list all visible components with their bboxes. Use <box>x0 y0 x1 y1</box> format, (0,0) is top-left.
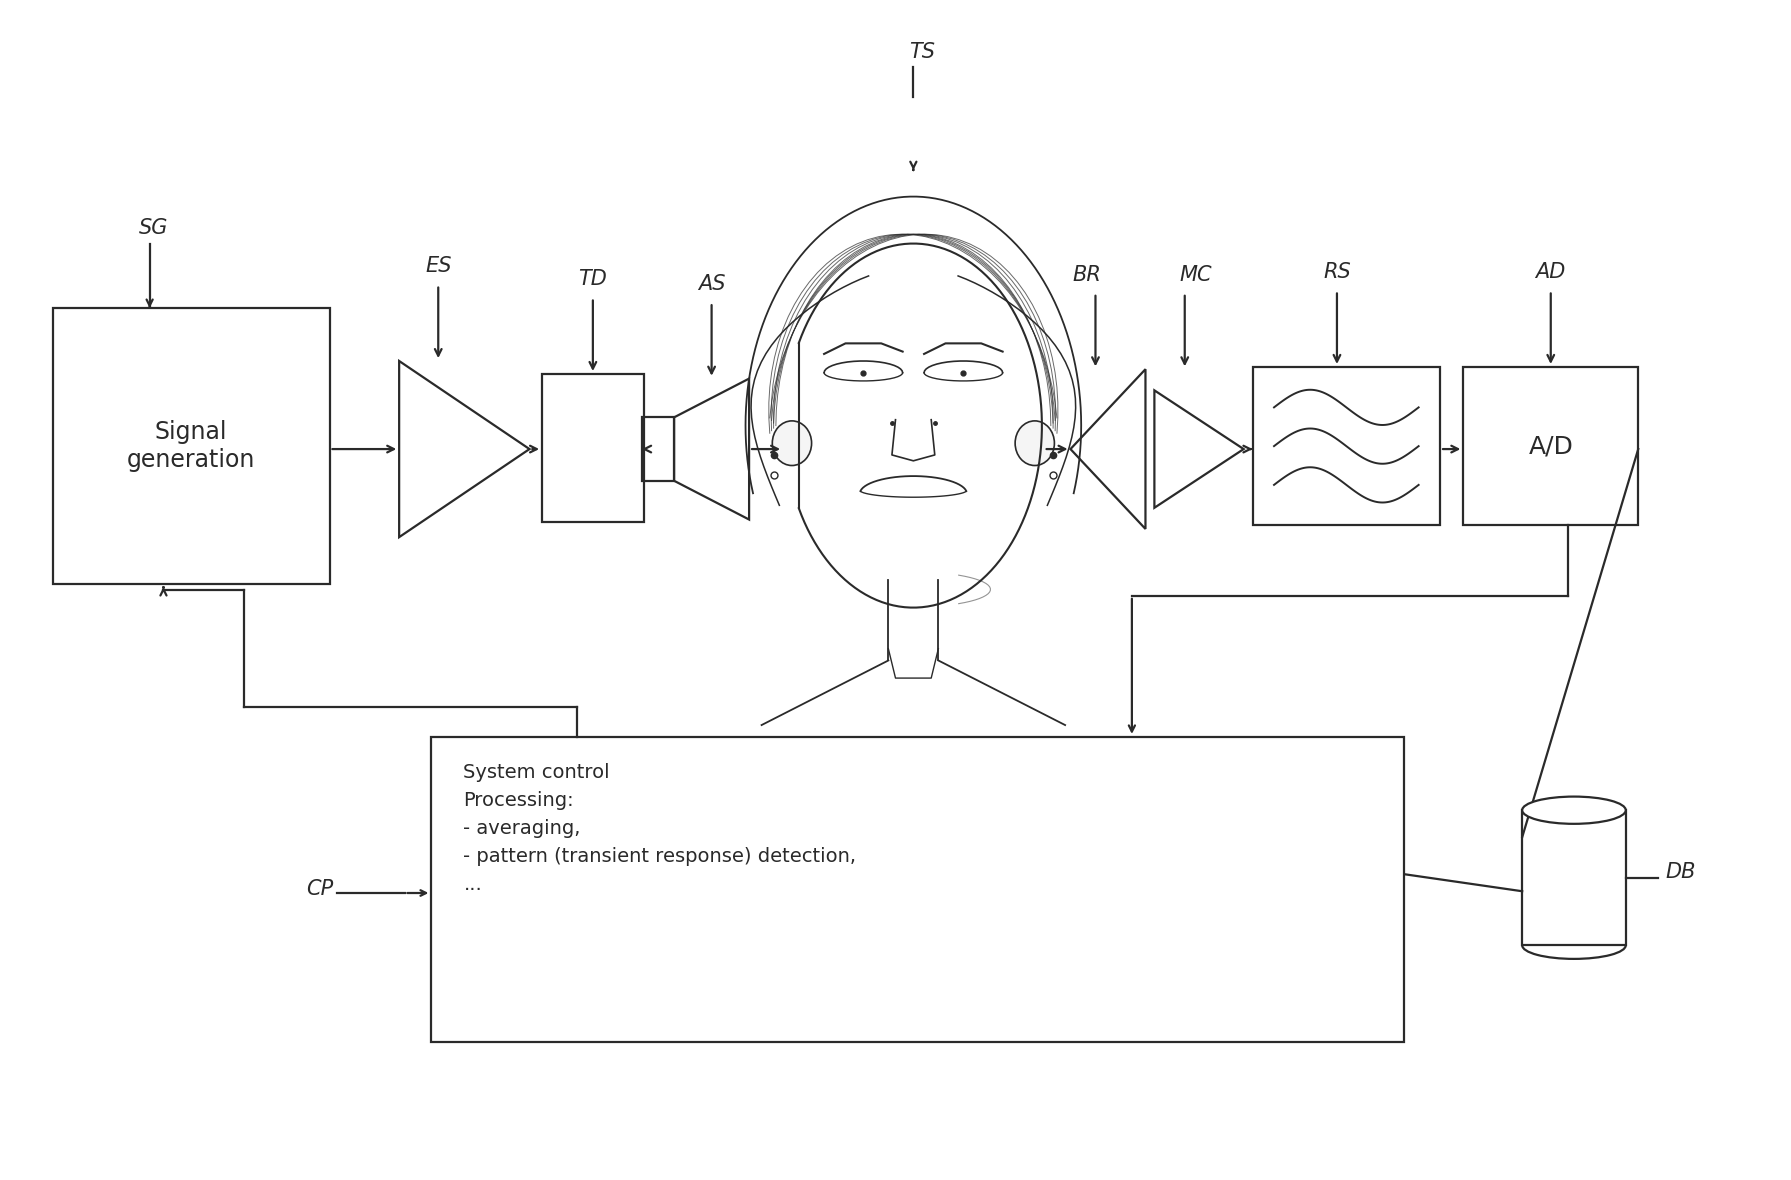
Text: BR: BR <box>1073 264 1101 284</box>
Text: System control
Processing:
- averaging,
- pattern (transient response) detection: System control Processing: - averaging, … <box>464 762 856 893</box>
Text: RS: RS <box>1324 262 1350 282</box>
Ellipse shape <box>772 421 811 465</box>
Text: ES: ES <box>424 256 451 276</box>
Text: TS: TS <box>910 41 935 61</box>
Bar <box>52 308 330 584</box>
Text: TD: TD <box>578 269 607 289</box>
Ellipse shape <box>1015 421 1055 465</box>
Text: Signal
generation: Signal generation <box>127 420 256 472</box>
Text: CP: CP <box>306 879 333 899</box>
Text: DB: DB <box>1666 861 1696 881</box>
Text: AS: AS <box>698 274 725 294</box>
Text: A/D: A/D <box>1528 434 1572 458</box>
Text: AD: AD <box>1535 262 1565 282</box>
Ellipse shape <box>1522 796 1626 824</box>
Bar <box>1252 367 1440 525</box>
Bar <box>432 736 1404 1042</box>
Bar <box>1463 367 1639 525</box>
Bar <box>543 374 643 522</box>
Bar <box>1522 811 1626 945</box>
Text: SG: SG <box>138 217 168 237</box>
Text: MC: MC <box>1178 264 1213 284</box>
Bar <box>641 418 673 480</box>
